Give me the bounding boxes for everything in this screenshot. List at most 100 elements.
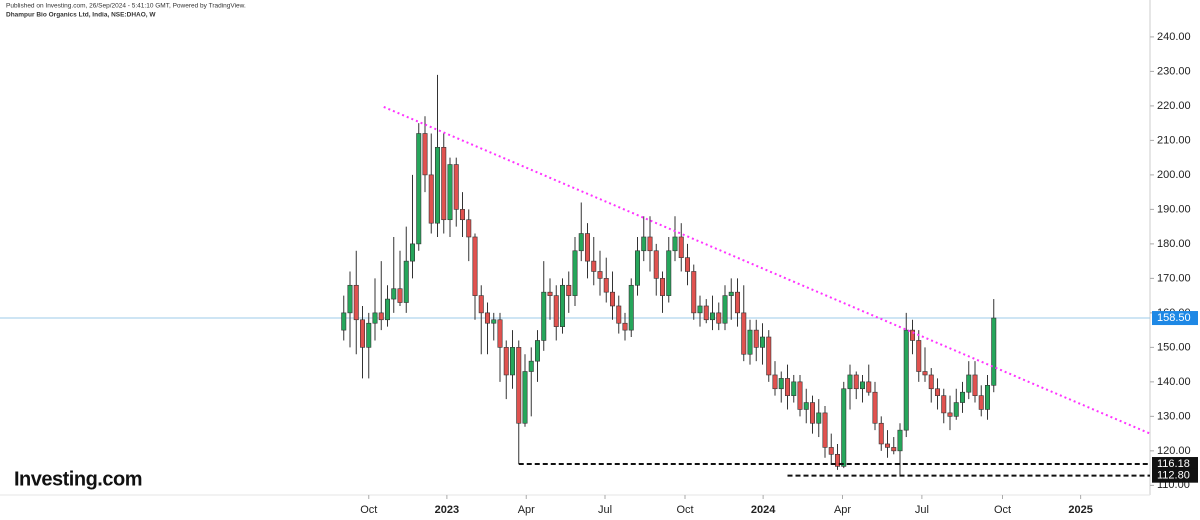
candle-body [384,298,390,321]
x-tick-label: Oct [994,504,1011,516]
candle-body [703,305,709,321]
candle-body [447,164,453,221]
y-tick-label: 170.00 [1157,272,1191,284]
candle-body [853,374,859,390]
candle-body [759,336,765,348]
candle-body [991,317,997,386]
candle-body [884,443,890,448]
y-tick-label: 200.00 [1157,169,1191,181]
candle-body [597,271,603,279]
candle-body [778,378,784,390]
candle-body [922,371,928,376]
candle-body [422,133,428,176]
candle-body [541,291,547,341]
candle-body [734,291,740,314]
candle-body [691,271,697,314]
candle-body [809,402,815,424]
y-tick-label: 120.00 [1157,445,1191,457]
y-tick-label: 150.00 [1157,341,1191,353]
y-tick-label: 180.00 [1157,238,1191,250]
chart-title: Dhampur Bio Organics Ltd, India, NSE:DHA… [6,12,156,19]
candle-body [497,319,503,348]
candle-body [353,284,359,321]
candle-body [566,284,572,296]
candle-body [834,453,840,467]
candle-body [822,412,828,448]
price-tag-label: 116.18 [1157,458,1190,470]
candle-body [947,412,953,417]
candle-body [953,402,959,417]
candle-body [972,374,978,396]
y-tick-label: 140.00 [1157,376,1191,388]
y-tick-label: 230.00 [1157,65,1191,77]
candle-body [684,257,690,272]
candle-body [622,322,628,331]
candle-body [859,381,865,390]
trendline [383,106,1151,435]
candle-body [672,236,678,252]
candle-body [522,371,528,424]
candle-body [909,329,915,341]
candle-body [753,329,759,348]
y-tick-label: 210.00 [1157,134,1191,146]
x-tick-label: 2023 [435,504,459,516]
x-tick-label: Jul [915,504,929,516]
candle-body [453,164,459,210]
candle-body [847,374,853,390]
candle-body [472,236,478,296]
candle-body [784,378,790,396]
candle-body [772,374,778,390]
x-tick-label: Oct [360,504,377,516]
candle-body [403,260,409,303]
candle-body [828,447,834,455]
candle-body [366,322,372,348]
candle-body [459,209,465,221]
candle-body [722,295,728,324]
candle-body [609,291,615,307]
candle-body [547,291,553,296]
candle-body [641,236,647,252]
price-tag-label: 112.80 [1157,470,1190,482]
candle-body [347,284,353,314]
candle-body [978,395,984,410]
logo: Investing.com [14,468,142,490]
candle-body [603,278,609,293]
candle-body [697,305,703,314]
y-tick-label: 220.00 [1157,100,1191,112]
candle-body [959,391,965,403]
candle-body [966,374,972,393]
candle-body [666,250,672,296]
candle-body [866,381,872,393]
candle-body [584,233,590,262]
candle-body [341,312,347,331]
price-tag [1152,457,1198,472]
candle-body [634,250,640,286]
candle-body [984,385,990,410]
candle-body [816,412,822,424]
x-tick-label: Apr [834,504,851,516]
x-tick-label: Apr [518,504,535,516]
candle-body [916,340,922,372]
candle-body [659,278,665,296]
candle-body [747,329,753,355]
candle-body [441,146,447,221]
candle-body [434,146,440,224]
candle-body [903,329,909,431]
candle-body [941,395,947,414]
candle-body [647,236,653,252]
y-tick-label: 240.00 [1157,31,1191,43]
candle-body [897,429,903,452]
candle-body [428,174,434,224]
price-tag-label: 158.50 [1157,312,1191,324]
candle-body [709,312,715,321]
candle-body [872,391,878,424]
candle-body [397,288,403,303]
header: Published on Investing.com, 26/Sep/2024 … [6,3,246,10]
candle-body [591,260,597,272]
candle-body [534,340,540,362]
candle-body [934,388,940,396]
candle-body [516,347,522,424]
candle-body [409,243,415,262]
candle-body [359,319,365,348]
